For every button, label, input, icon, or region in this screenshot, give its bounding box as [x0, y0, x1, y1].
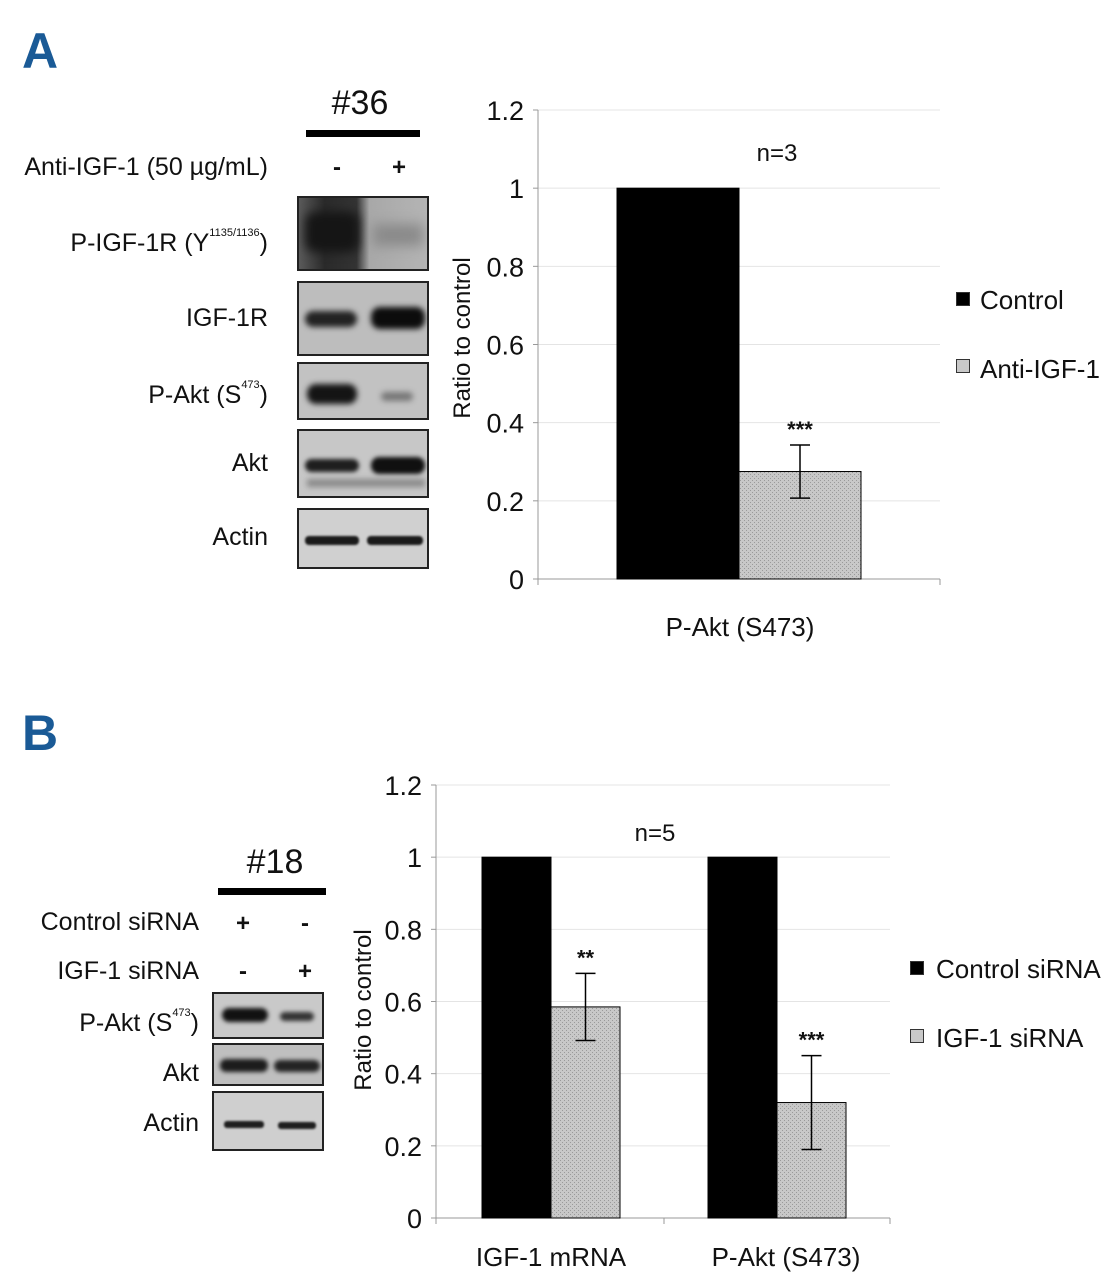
chart-a-bar-control-0	[616, 187, 740, 580]
chart-a-ylabel: Ratio to control	[449, 257, 476, 419]
panel-b-row-label-akt: Akt	[162, 1059, 199, 1087]
panel-a-row-label-p-igf1r: P-IGF-1R (Y1135/1136)	[70, 227, 268, 257]
chart-a-ytick-label: 1	[509, 174, 524, 204]
chart-b-ytick-label: 0.6	[384, 988, 422, 1018]
panel-a-blot-p-igf1r	[297, 196, 429, 271]
panel-a-sign-lane-2: +	[391, 154, 406, 181]
chart-b-bar-treated-0	[550, 1006, 621, 1219]
panel-a-treatment-label: Anti-IGF-1 (50 µg/mL)	[24, 153, 268, 181]
legend-a-treated-swatch	[956, 359, 970, 373]
panel-b-sample-label: #18	[246, 843, 304, 881]
panel-a-sign-lane-1: -	[333, 154, 341, 181]
panel-a-row-label-actin: Actin	[212, 523, 268, 551]
chart-b-ytick-label: 1	[407, 843, 422, 873]
chart-a-ytick-label: 0.8	[486, 252, 524, 282]
chart-b-ytick-label: 0.4	[384, 1060, 422, 1090]
chart-b-significance-0: **	[577, 945, 595, 970]
panel-b-treatment-label-control: Control siRNA	[40, 908, 199, 936]
chart-a-significance-0: ***	[787, 417, 813, 442]
panel-a-blot-actin	[297, 508, 429, 569]
panel-b-sign-control-lane-2: -	[301, 910, 309, 937]
legend-b-treated-label: IGF-1 siRNA	[936, 1023, 1084, 1053]
chart-b-xcat-label-2: P-Akt (S473)	[711, 1242, 861, 1272]
legend-b-control-swatch	[910, 961, 924, 975]
panel-b-blot-p-akt	[212, 992, 324, 1039]
panel-a-row-label-akt: Akt	[231, 449, 268, 477]
chart-b-significance-1: ***	[799, 1028, 825, 1053]
panel-a-blot-akt	[297, 429, 429, 498]
panel-b-row-label-p-akt: P-Akt (S473)	[79, 1007, 199, 1037]
panel-b-sample-bar	[218, 888, 326, 895]
chart-b-ytick-label: 0	[407, 1204, 422, 1234]
chart-b-ytick-label: 1.2	[384, 771, 422, 801]
panel-a-row-label-igf1r: IGF-1R	[186, 304, 268, 332]
panel-b-treatment-label-igf1: IGF-1 siRNA	[57, 957, 199, 985]
panel-a-sample-label: #36	[331, 84, 389, 122]
panel-a-row-label-p-akt: P-Akt (S473)	[148, 379, 268, 409]
panel-a-sample-bar	[306, 130, 420, 137]
legend-a-treated-label: Anti-IGF-1	[980, 354, 1100, 384]
chart-b-xcat-label-1: IGF-1 mRNA	[475, 1242, 627, 1272]
chart-a-ytick-label: 0.4	[486, 409, 524, 439]
panel-a-blot-igf1r	[297, 281, 429, 356]
chart-a-ytick-label: 0.2	[486, 487, 524, 517]
panel-b-sign-igf1-lane-1: -	[239, 958, 247, 985]
chart-a-ytick-label: 0	[509, 565, 524, 595]
legend-a-control-label: Control	[980, 285, 1064, 315]
legend-b-treated-swatch	[910, 1029, 924, 1043]
panel-b-sign-igf1-lane-2: +	[297, 958, 312, 985]
chart-a-annotation: n=3	[756, 140, 798, 167]
chart-b-ytick-label: 0.2	[384, 1132, 422, 1162]
panel-b-sign-control-lane-1: +	[235, 910, 250, 937]
panel-b-blot-akt	[212, 1043, 324, 1086]
panel-a-letter: A	[22, 23, 59, 79]
panel-b-letter: B	[22, 705, 59, 761]
panel-b-blot-actin	[212, 1091, 324, 1151]
chart-a-ytick-label: 0.6	[486, 331, 524, 361]
panel-a-blot-p-akt	[297, 362, 429, 420]
chart-a-xcat-label: P-Akt (S473)	[665, 612, 815, 642]
chart-b-bar-control-0	[481, 856, 552, 1219]
legend-a-control-swatch	[956, 292, 970, 306]
chart-a-ytick-label: 1.2	[486, 96, 524, 126]
chart-b-annotation: n=5	[634, 820, 676, 847]
panel-b-row-label-actin: Actin	[143, 1109, 199, 1137]
chart-b-bar-control-1	[707, 856, 778, 1219]
legend-b-control-label: Control siRNA	[936, 954, 1101, 984]
chart-b-ylabel: Ratio to control	[350, 929, 377, 1091]
chart-b-ytick-label: 0.8	[384, 915, 422, 945]
